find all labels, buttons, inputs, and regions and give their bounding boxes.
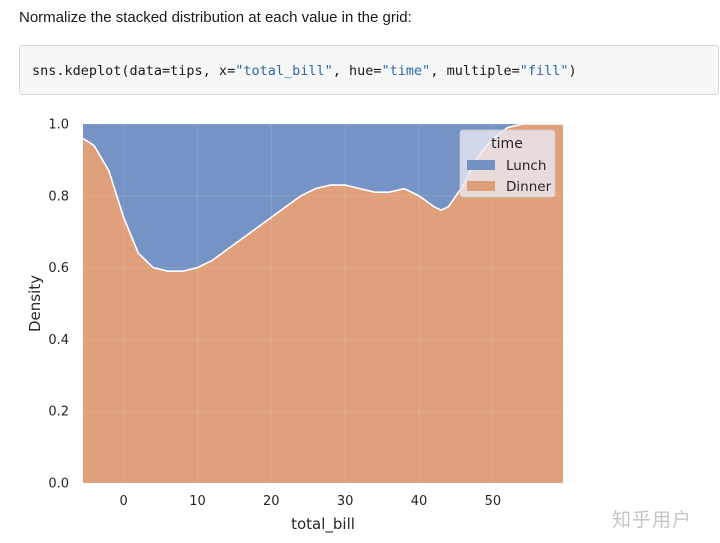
code-token: sns.kdeplot(data=tips, x= xyxy=(32,63,236,79)
code-token: , multiple= xyxy=(430,63,520,79)
series-area-dinner xyxy=(83,124,563,483)
watermark: 知乎用户 xyxy=(612,509,693,531)
legend-swatch xyxy=(467,181,495,191)
code-token: , hue= xyxy=(332,63,382,79)
code-block[interactable]: sns.kdeplot(data=tips, x="total_bill", h… xyxy=(19,45,719,95)
code-string: "time" xyxy=(381,63,431,79)
kde-fill-chart: 0.0 0.2 0.4 0.6 0.8 1.0 0 10 20 30 40 50 total_bill D… xyxy=(26,118,563,535)
y-tick-label: 0.0 xyxy=(48,477,69,492)
code-string: "fill" xyxy=(519,63,569,79)
legend-label: Lunch xyxy=(506,158,546,174)
code-token: ) xyxy=(568,63,577,79)
series-area-lunch xyxy=(83,124,563,272)
y-tick-label: 1.0 xyxy=(48,118,69,133)
y-tick-label: 0.2 xyxy=(48,405,69,420)
y-tick-label: 0.8 xyxy=(48,189,69,204)
legend: time Lunch Dinner xyxy=(459,129,556,198)
legend-swatch xyxy=(467,160,495,170)
legend-label: Dinner xyxy=(506,179,552,195)
x-tick-label: 40 xyxy=(411,494,428,509)
code-line: sns.kdeplot(data=tips, x="total_bill", h… xyxy=(32,63,577,79)
y-tick-label: 0.6 xyxy=(48,261,69,276)
x-tick-label: 10 xyxy=(189,494,206,509)
legend-box xyxy=(459,129,556,198)
y-axis-label: Density xyxy=(26,275,44,332)
x-axis-label: total_bill xyxy=(291,515,355,534)
code-string: "total_bill" xyxy=(235,63,333,79)
intro-text: Normalize the stacked distribution at ea… xyxy=(19,9,412,26)
y-tick-label: 0.4 xyxy=(48,333,69,348)
x-tick-label: 20 xyxy=(263,494,280,509)
legend-title: time xyxy=(491,136,523,152)
axes: 0.0 0.2 0.4 0.6 0.8 1.0 0 10 20 30 40 50 total_bill D… xyxy=(26,118,501,535)
x-tick-label: 0 xyxy=(119,494,127,509)
x-tick-label: 30 xyxy=(337,494,354,509)
x-tick-label: 50 xyxy=(485,494,502,509)
